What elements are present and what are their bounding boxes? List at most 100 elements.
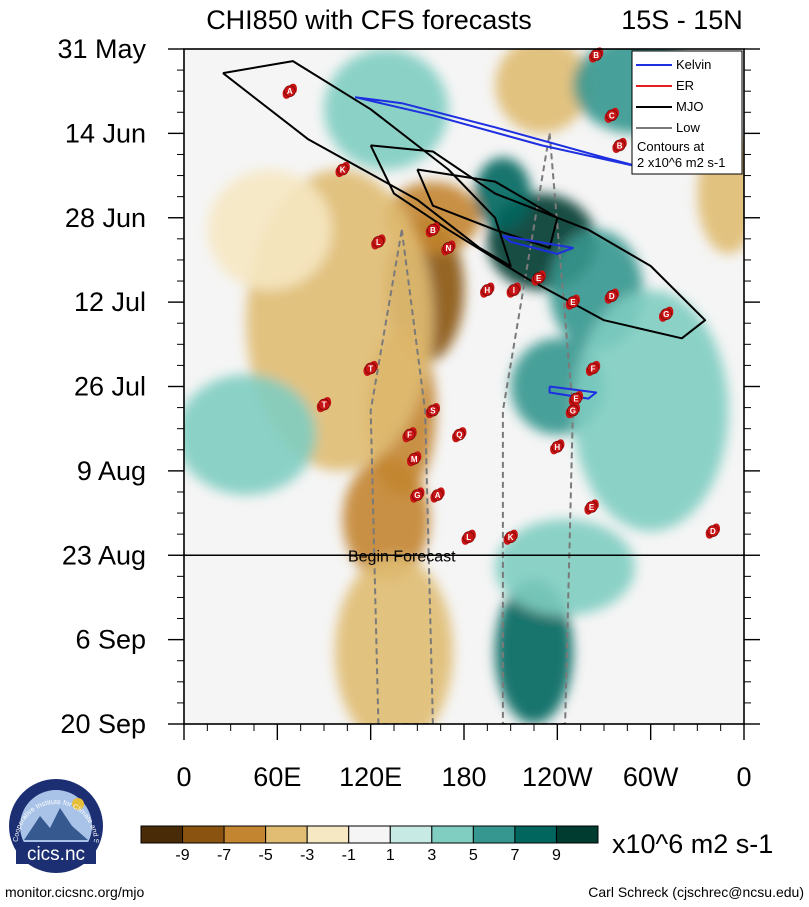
storm-disc [283,85,296,97]
y-tick-label-8: 20 Sep [60,709,146,739]
storm-marker-14: T [363,360,378,376]
kelvin-contour-2 [548,385,598,400]
y-tick-label-6: 23 Aug [62,540,146,570]
colorbar-tick-6: 3 [427,847,436,864]
storm-marker-12: D [604,288,619,304]
storm-label: A [287,87,293,96]
storm-marker-25: E [568,391,584,407]
legend-label-kelvin: Kelvin [676,57,711,72]
low-contour-1 [501,133,574,724]
legend-box [631,50,743,175]
storm-marker-26: G [565,403,581,419]
storm-disc [585,501,598,513]
y-tick-label-3: 12 Jul [74,287,146,317]
mjo-contour-0 [222,60,512,267]
storm-label: C [609,111,615,120]
storm-label: B [593,51,599,60]
colorbar: -9 -7 -5 -3 -1 1 3 5 7 9 [140,825,599,864]
storm-disc [408,452,421,465]
storm-label: B [430,226,436,235]
colorbar-swatch-10 [555,825,599,844]
storm-disc [587,362,599,375]
colorbar-swatch-6 [389,825,433,844]
storm-label: F [591,364,596,373]
storm-disc [403,428,416,441]
colorbar-tick-0: -9 [175,847,189,864]
anomaly-blob-7 [495,49,589,134]
storm-label: Q [456,431,462,440]
storm-marker-28: E [584,499,599,515]
storm-label: E [589,503,595,512]
storm-label: L [376,238,381,247]
logo-mountain-icon [24,808,88,840]
legend-note-line2: 2 x10^6 m2 s-1 [637,155,725,170]
storm-marker-3: C [604,107,619,123]
storm-disc [660,308,673,321]
storm-disc [507,284,520,296]
storm-disc [427,224,439,236]
storm-label: L [466,533,471,542]
colorbar-swatch-3 [265,825,308,844]
storm-marker-7: N [441,240,456,256]
storm-label: N [446,244,452,253]
storm-disc [427,404,439,417]
storm-marker-13: G [659,306,674,322]
anomaly-blob-16 [324,49,449,170]
y-tick-label-7: 6 Sep [75,625,146,655]
y-tick-label-4: 26 Jul [74,372,146,402]
anomaly-blob-10 [474,157,531,230]
storm-disc [551,440,564,453]
mjo-contour-1 [369,144,707,340]
storm-label: E [573,395,579,404]
storm-marker-17: F [402,427,417,443]
storm-label: T [368,364,373,373]
y-tick-label-5: 9 Aug [77,456,146,486]
storm-marker-8: H [480,282,495,298]
legend-label-mjo: MJO [676,99,703,114]
x-tick-label-1: 60E [253,762,301,792]
footer-credit: Carl Schreck (cjschrec@ncsu.edu) [588,884,804,900]
storm-label: F [407,431,412,440]
storm-disc [411,489,424,501]
colorbar-swatch-0 [140,825,184,844]
storm-label: B [617,141,623,150]
y-tick-label-2: 28 Jun [65,203,146,233]
anomaly-blob-4 [334,555,454,724]
low-contour-0 [369,229,434,724]
storm-marker-24: H [550,439,565,455]
storm-label: K [340,166,346,175]
storm-marker-16: S [425,403,441,419]
storm-label: D [609,292,615,301]
storm-disc [364,362,377,375]
storm-label: T [322,401,327,410]
colorbar-tick-5: 1 [386,847,395,864]
storm-marker-18: Q [452,427,467,443]
storm-marker-21: A [430,487,445,503]
storm-disc [613,139,626,152]
colorbar-tick-7: 5 [469,847,478,864]
y-tick-label-1: 14 Jun [65,118,146,148]
y-tick-label-0: 31 May [57,34,146,64]
colorbar-tick-9: 9 [552,847,561,864]
colorbar-tick-1: -7 [217,847,231,864]
storm-marker-15: T [316,397,332,413]
anomaly-blob-18 [572,290,729,532]
storm-marker-23: K [503,529,518,545]
storm-disc [504,531,517,544]
storm-marker-2: B [589,47,604,63]
storm-marker-4: B [612,137,627,153]
storm-disc [431,489,444,501]
colorbar-units: x10^6 m2 s-1 [612,829,773,859]
storm-label: A [435,491,441,500]
footer-url: monitor.cicsnc.org/mjo [5,884,144,900]
legend-note-line1: Contours at [637,139,705,154]
logo-sun-icon [72,798,84,810]
legend-label-low: Low [676,120,700,135]
colorbar-tick-4: -1 [342,847,356,864]
colorbar-swatch-8 [472,825,516,844]
x-tick-label-5: 60W [623,762,679,792]
storm-disc [532,272,545,284]
x-tick-label-0: 0 [176,762,191,792]
